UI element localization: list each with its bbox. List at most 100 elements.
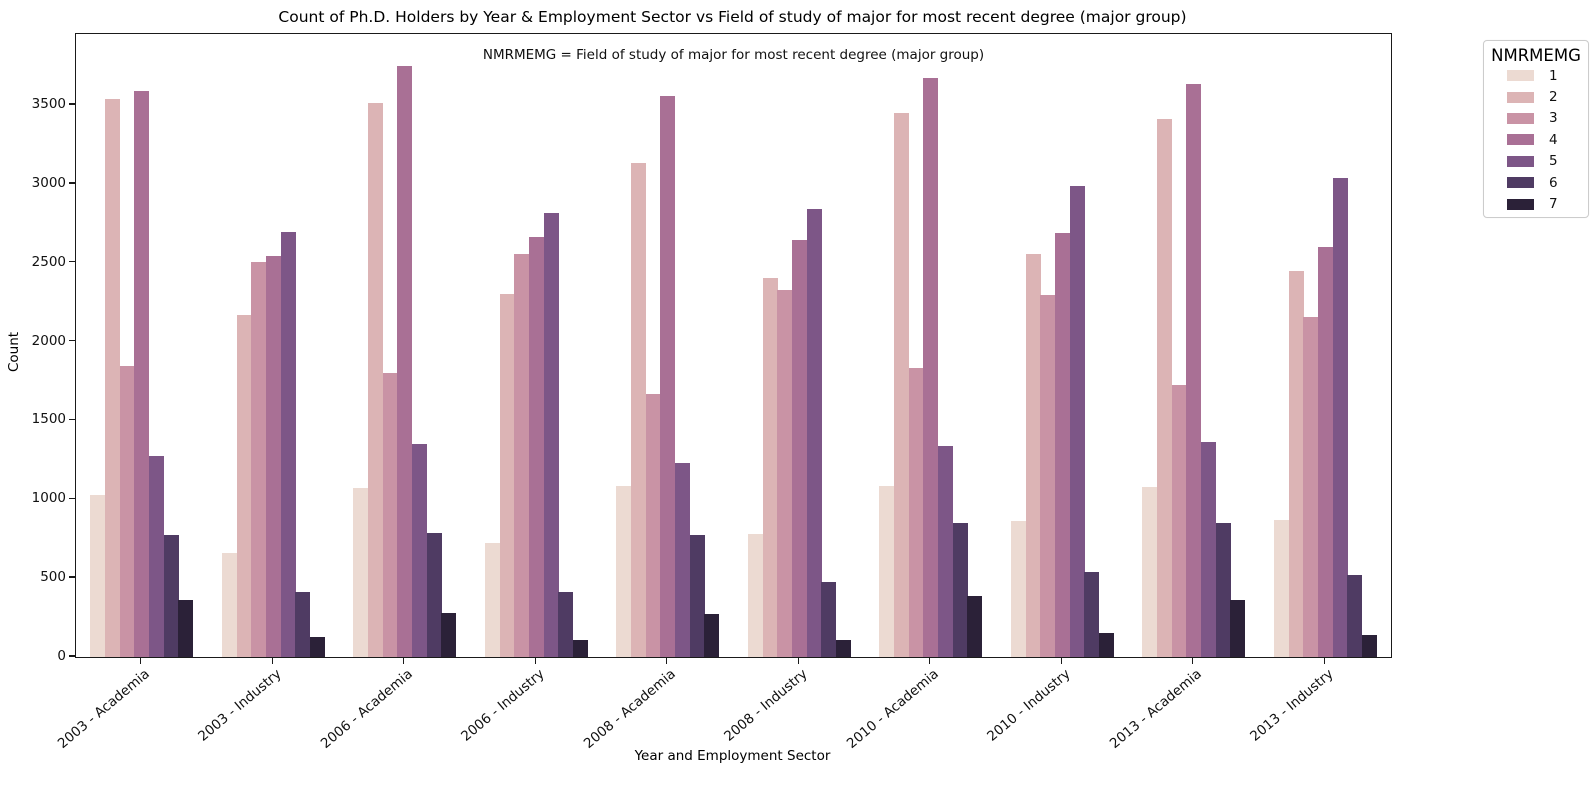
bar (923, 78, 939, 657)
bar (835, 640, 851, 657)
bar (762, 278, 778, 657)
y-tick (69, 103, 75, 105)
legend-swatch (1507, 91, 1534, 103)
bar (572, 640, 588, 657)
legend-swatch (1507, 155, 1534, 167)
x-tick (929, 657, 931, 664)
x-tick (1060, 657, 1062, 664)
x-tick-label: 2008 - Academia (580, 666, 680, 752)
y-tick-label: 500 (40, 569, 66, 586)
legend-swatch (1507, 70, 1534, 82)
legend-entry: 3 (1484, 108, 1588, 129)
bar (1347, 575, 1363, 657)
legend-entry: 1 (1484, 65, 1588, 86)
legend-entry: 4 (1484, 129, 1588, 150)
legend-entry-label: 7 (1549, 196, 1558, 213)
legend-swatch (1507, 134, 1534, 146)
bar (689, 534, 705, 657)
x-tick-label: 2006 - Academia (317, 666, 417, 752)
legend-entry-label: 3 (1549, 110, 1558, 127)
legend-entries: 1 2 3 4 5 6 7 (1484, 65, 1588, 215)
legend-entry: 6 (1484, 172, 1588, 193)
bar (368, 103, 384, 657)
x-tick (403, 657, 405, 664)
bar (1069, 186, 1085, 657)
bar (704, 614, 720, 657)
bar (178, 600, 194, 657)
bar (105, 98, 121, 657)
bar (616, 485, 632, 657)
x-axis-label: Year and Employment Sector (634, 748, 831, 764)
bar (660, 96, 676, 657)
bar (952, 522, 968, 657)
bar (528, 237, 544, 657)
x-tick-label: 2013 - Academia (1106, 666, 1206, 752)
bar (1186, 84, 1202, 657)
bar (1040, 295, 1056, 657)
legend: NMRMEMG 1 2 3 4 5 6 7 (1483, 40, 1589, 218)
bar (426, 533, 442, 657)
legend-entry-label: 2 (1549, 89, 1558, 106)
y-tick (69, 182, 75, 184)
legend-entry-label: 5 (1549, 153, 1558, 170)
bar (280, 231, 296, 657)
bar (251, 261, 267, 657)
bar (967, 596, 983, 657)
bar (908, 368, 924, 657)
y-tick (69, 655, 75, 657)
bar (265, 255, 281, 657)
bar (295, 591, 311, 657)
bar (1215, 522, 1231, 657)
x-tick (797, 657, 799, 664)
legend-swatch (1507, 198, 1534, 210)
bar (1230, 600, 1246, 657)
bar (412, 444, 428, 657)
bar (514, 254, 530, 657)
bar (134, 90, 150, 657)
legend-entry: 5 (1484, 151, 1588, 172)
x-tick (271, 657, 273, 664)
bar (1317, 246, 1333, 657)
bar (484, 543, 501, 657)
bar (821, 582, 837, 657)
bar (1201, 441, 1217, 657)
bar (149, 455, 165, 657)
x-tick-label: 2013 - Industry (1247, 666, 1337, 745)
y-tick (69, 576, 75, 578)
x-tick (1192, 657, 1194, 664)
bar (1084, 571, 1100, 657)
legend-entry: 7 (1484, 193, 1588, 214)
x-tick-label: 2003 - Academia (54, 666, 154, 752)
bar (631, 162, 647, 657)
bar (221, 552, 238, 657)
bar (236, 314, 252, 657)
x-tick (534, 657, 536, 664)
y-tick-label: 3500 (31, 95, 66, 112)
legend-entry-label: 4 (1549, 131, 1558, 148)
y-tick-label: 0 (57, 648, 66, 664)
legend-title: NMRMEMG (1491, 46, 1581, 65)
legend-swatch (1507, 112, 1534, 124)
bar (938, 445, 954, 657)
bar (90, 495, 106, 657)
bar (543, 213, 559, 657)
bar (558, 591, 574, 657)
x-tick (1323, 657, 1325, 664)
bar (1025, 254, 1041, 657)
bar (1157, 119, 1173, 657)
y-tick-label: 1500 (31, 411, 66, 428)
bar (499, 294, 515, 657)
legend-entry-label: 1 (1549, 67, 1558, 84)
x-tick (140, 657, 142, 664)
bar (1303, 317, 1319, 657)
bar (1288, 271, 1304, 657)
bar (397, 65, 413, 657)
legend-entry-label: 6 (1549, 174, 1558, 191)
plot-annotation: NMRMEMG = Field of study of major for mo… (482, 47, 985, 63)
y-tick (69, 339, 75, 342)
x-tick-label: 2010 - Academia (843, 666, 943, 752)
bar (1273, 519, 1290, 657)
bar (1171, 384, 1187, 657)
bar (353, 488, 369, 657)
